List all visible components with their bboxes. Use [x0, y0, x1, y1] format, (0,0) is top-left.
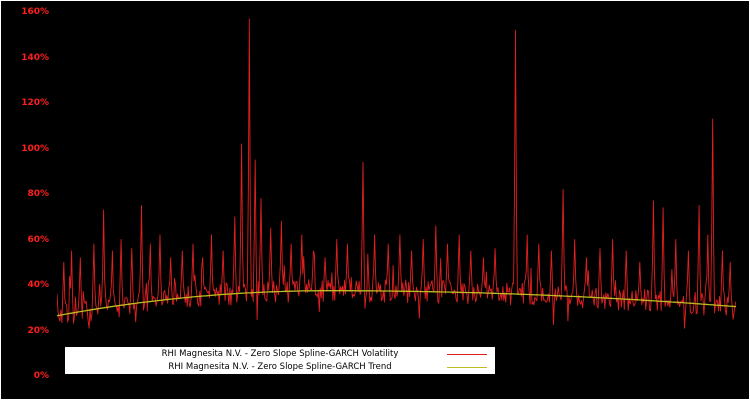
- trend-line-sample: [447, 366, 487, 368]
- legend-label-volatility: RHI Magnesita N.V. - Zero Slope Spline-G…: [161, 348, 399, 359]
- y-tick-label: 160%: [21, 7, 49, 17]
- y-tick-label: 60%: [27, 234, 49, 245]
- legend: RHI Magnesita N.V. - Zero Slope Spline-G…: [65, 347, 495, 374]
- trend-series-line: [57, 290, 736, 317]
- y-tick-label: 20%: [27, 325, 49, 336]
- volatility-series-line: [57, 18, 736, 329]
- y-tick-label: 100%: [21, 143, 49, 154]
- volatility-line-sample: [447, 353, 487, 355]
- y-tick-label: 40%: [27, 280, 49, 290]
- y-tick-label: 120%: [21, 98, 49, 108]
- legend-row-volatility: RHI Magnesita N.V. - Zero Slope Spline-G…: [65, 348, 495, 361]
- y-tick-label: 0%: [33, 371, 49, 381]
- plot-area: [57, 18, 736, 329]
- legend-row-trend: RHI Magnesita N.V. - Zero Slope Spline-G…: [65, 361, 495, 374]
- legend-label-trend: RHI Magnesita N.V. - Zero Slope Spline-G…: [168, 361, 392, 372]
- y-axis: 0% 20% 40% 60% 80% 100% 120% 140% 160%: [1, 1, 53, 399]
- y-tick-label: 80%: [27, 189, 49, 199]
- y-tick-label: 140%: [21, 52, 49, 63]
